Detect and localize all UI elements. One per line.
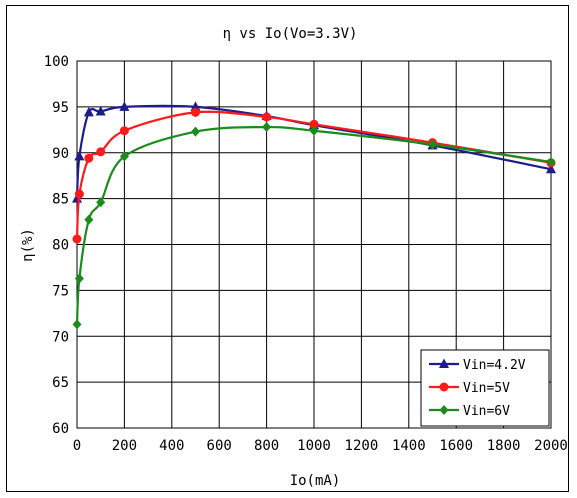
data-point-3-6: [191, 126, 200, 137]
plot-area-border: [76, 60, 552, 429]
series-3: [72, 122, 556, 330]
series-line-2: [75, 110, 552, 240]
y-axis-label: η(%): [20, 228, 36, 262]
y-tick-label-85: 85: [52, 192, 69, 208]
x-tick-label-1400: 1400: [392, 438, 426, 454]
data-point-3-3: [84, 214, 94, 225]
data-point-2-1: [72, 234, 82, 244]
data-point-1-5: [119, 101, 130, 111]
data-point-3-5: [119, 151, 129, 162]
legend-label-1: Vin=4.2V: [463, 358, 526, 373]
data-point-3-10: [546, 156, 556, 167]
data-point-1-2: [74, 150, 85, 161]
y-tick-label-65: 65: [52, 375, 69, 391]
x-tick-label-1600: 1600: [439, 438, 473, 454]
data-point-3-4: [96, 197, 106, 208]
legend-label-2: Vin=5V: [463, 381, 510, 396]
data-point-2-8: [309, 119, 319, 129]
data-point-1-6: [190, 101, 201, 111]
y-tick-label-100: 100: [44, 54, 69, 70]
x-tick-label-600: 600: [207, 438, 232, 454]
x-axis-label: Io(mA): [290, 473, 341, 489]
chart-title: η vs Io(Vo=3.3V): [223, 26, 358, 42]
legend-marker-1: [439, 358, 449, 368]
x-tick-label-0: 0: [73, 438, 81, 454]
data-point-3-9: [428, 139, 437, 150]
legend-label-3: Vin=6V: [463, 404, 510, 419]
data-point-2-7: [262, 112, 272, 122]
series-line-3: [75, 125, 552, 325]
x-tick-label-800: 800: [254, 438, 279, 454]
x-tick-label-2000: 2000: [534, 438, 568, 454]
data-point-3-7: [262, 122, 272, 133]
data-point-2-3: [84, 153, 94, 163]
data-point-2-4: [96, 147, 106, 157]
data-point-1-4: [95, 105, 106, 116]
data-point-2-6: [191, 107, 200, 117]
data-point-3-8: [309, 125, 319, 136]
y-tick-label-80: 80: [52, 238, 69, 254]
legend-marker-2: [439, 382, 449, 392]
legend-marker-3: [439, 405, 449, 415]
data-point-3-2: [74, 273, 84, 284]
x-tick-label-1200: 1200: [345, 438, 379, 454]
x-tick-label-200: 200: [112, 438, 137, 454]
x-tick-label-400: 400: [159, 438, 184, 454]
data-point-2-5: [119, 126, 129, 136]
x-tick-label-1000: 1000: [297, 438, 331, 454]
data-point-1-10: [546, 163, 556, 174]
y-tick-label-60: 60: [52, 421, 69, 437]
data-point-1-3: [83, 106, 94, 117]
y-tick-label-75: 75: [52, 283, 69, 299]
legend: Vin=4.2V Vin=5V Vin=6V: [420, 349, 550, 427]
y-tick-label-95: 95: [52, 100, 69, 116]
data-point-3-1: [72, 319, 82, 330]
y-tick-label-70: 70: [52, 329, 69, 345]
data-point-2-2: [74, 189, 84, 199]
y-tick-label-90: 90: [52, 146, 69, 162]
x-tick-label-1800: 1800: [487, 438, 521, 454]
series-layer: [72, 101, 556, 330]
